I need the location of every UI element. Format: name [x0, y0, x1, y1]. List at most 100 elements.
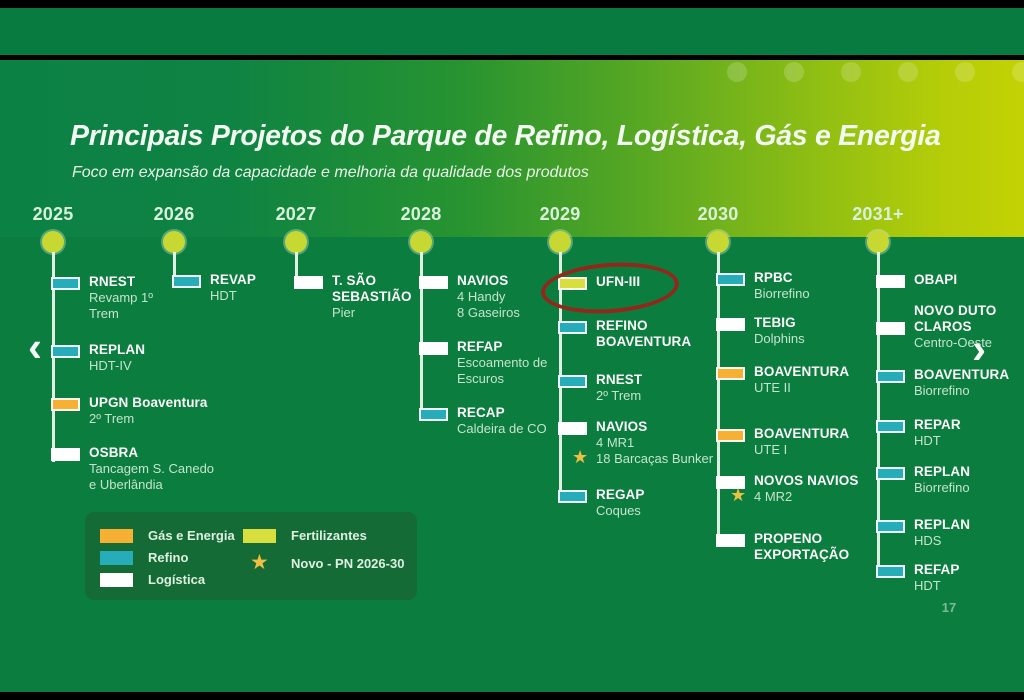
project-label: BOAVENTURA UTE II: [754, 364, 904, 396]
decorative-dot: [955, 62, 975, 82]
legend-star-label: Novo - PN 2026-30: [291, 556, 405, 571]
project-label: REPLAN HDT-IV: [89, 342, 239, 374]
decorative-dot: [841, 62, 861, 82]
project-subtitle: Escuros: [457, 371, 504, 386]
page-subtitle: Foco em expansão da capacidade e melhori…: [72, 164, 589, 181]
project-tick-logistica: [419, 276, 448, 289]
project-name: NOVOS NAVIOS: [754, 473, 859, 488]
project-name: REFINO: [596, 318, 648, 333]
project-subtitle: 2º Trem: [596, 388, 642, 403]
project-tick-refino: [419, 408, 448, 421]
project-tick-refino: [172, 275, 201, 288]
timeline-line: [717, 252, 720, 542]
project-subtitle: HDS: [914, 533, 942, 548]
project-tick-refino: [876, 467, 905, 480]
project-name: REPLAN: [914, 464, 971, 479]
project-label: T. SÃO SEBASTIÃO Pier: [332, 273, 482, 321]
project-label: UFN-III: [596, 274, 746, 290]
project-label: NOVOS NAVIOS ★ 4 MR2: [730, 473, 904, 505]
project-name: NOVO DUTO: [914, 303, 997, 318]
next-arrow[interactable]: ›: [972, 325, 986, 372]
year-label-2025: 2025: [32, 204, 74, 224]
decorative-dot: [784, 62, 804, 82]
project-tick-gas_energia: [51, 398, 80, 411]
project-tick-logistica: [558, 422, 587, 435]
timeline-line: [295, 252, 298, 285]
slide-body-background: [0, 237, 1024, 692]
project-label: BOAVENTURA Biorrefino: [914, 367, 1024, 399]
legend-swatch-logistica: [100, 573, 133, 587]
project-name: EXPORTAÇÃO: [754, 547, 850, 562]
project-name: PROPENO: [754, 531, 823, 546]
project-subtitle: HDT-IV: [89, 358, 132, 373]
project-subtitle: HDT: [210, 288, 237, 303]
slide-top-edge: [0, 55, 1024, 60]
project-subtitle: Escoamento de: [457, 355, 548, 370]
page-title: Principais Projetos do Parque de Refino,…: [70, 120, 941, 152]
year-label-2030: 2030: [697, 204, 739, 224]
project-tick-refino: [876, 565, 905, 578]
project-subtitle: Biorrefino: [914, 383, 970, 398]
legend-swatch-gas_energia: [100, 529, 133, 543]
project-label: RNEST Revamp 1º Trem: [89, 274, 239, 322]
project-tick-refino: [558, 375, 587, 388]
project-label: REVAP HDT: [210, 272, 360, 304]
project-name: REPLAN: [89, 342, 146, 357]
timeline-line: [173, 252, 176, 284]
project-tick-logistica: [716, 476, 745, 489]
project-name: BOAVENTURA: [754, 364, 850, 379]
timeline-dot: [163, 231, 185, 253]
legend-swatch-refino: [100, 551, 133, 565]
project-tick-logistica: [419, 342, 448, 355]
project-tick-logistica: [716, 318, 745, 331]
project-subtitle: UTE I: [754, 442, 788, 457]
project-label: REFAP HDT: [914, 562, 1024, 594]
project-tick-refino: [51, 345, 80, 358]
project-subtitle: HDT: [914, 433, 941, 448]
decorative-dot: [727, 62, 747, 82]
project-name: RECAP: [457, 405, 505, 420]
top-green-strip: [0, 8, 1024, 55]
project-name: T. SÃO: [332, 273, 377, 288]
project-tick-logistica: [876, 275, 905, 288]
project-label: NAVIOS 4 Handy 8 Gaseiros: [457, 273, 607, 321]
project-subtitle: UTE II: [754, 380, 791, 395]
project-name: REPLAN: [914, 517, 971, 532]
project-label: REFINO BOAVENTURA: [596, 318, 746, 350]
project-tick-gas_energia: [716, 367, 745, 380]
project-subtitle: 4 MR1: [596, 435, 635, 450]
timeline-dot: [285, 231, 307, 253]
project-subtitle: Revamp 1º: [89, 290, 153, 305]
project-label: UPGN Boaventura 2º Trem: [89, 395, 239, 427]
project-tick-logistica: [51, 448, 80, 461]
project-label: REFAP Escoamento de Escuros: [457, 339, 607, 387]
project-label: RNEST 2º Trem: [596, 372, 746, 404]
project-label: RPBC Biorrefino: [754, 270, 904, 302]
project-name: OSBRA: [89, 445, 139, 460]
project-label: REPLAN HDS: [914, 517, 1024, 549]
project-name: BOAVENTURA: [754, 426, 850, 441]
timeline-dot: [867, 231, 889, 253]
project-name: RPBC: [754, 270, 793, 285]
header-gradient-band: [0, 60, 1024, 237]
project-tick-logistica: [294, 276, 323, 289]
legend-label-refino: Refino: [148, 550, 189, 565]
decorative-dot: [898, 62, 918, 82]
project-name: UFN-III: [596, 274, 641, 289]
project-tick-refino: [876, 520, 905, 533]
timeline-line: [877, 252, 880, 572]
project-tick-refino: [558, 321, 587, 334]
project-label: OBAPI: [914, 272, 1024, 288]
timeline-line: [420, 252, 423, 417]
project-tick-logistica: [716, 534, 745, 547]
prev-arrow[interactable]: ‹: [28, 323, 42, 370]
page-number: 17: [941, 600, 957, 615]
project-subtitle: 8 Gaseiros: [457, 305, 520, 320]
project-name: REPAR: [914, 417, 961, 432]
project-label: PROPENO EXPORTAÇÃO: [754, 531, 904, 563]
legend-swatch-fertilizantes: [243, 529, 276, 543]
project-name: NAVIOS: [596, 419, 648, 434]
project-subtitle: HDT: [914, 578, 941, 593]
timeline-dot: [42, 231, 64, 253]
